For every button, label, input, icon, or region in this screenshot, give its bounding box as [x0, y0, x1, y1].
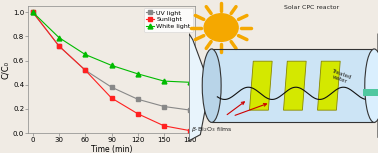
Polygon shape [284, 61, 306, 110]
Legend: UV light, Sunlight, White light: UV light, Sunlight, White light [144, 8, 193, 32]
Text: Solar CPC reactor: Solar CPC reactor [284, 5, 339, 10]
Polygon shape [249, 61, 272, 110]
UV light [31, 11, 35, 13]
Sunlight [83, 69, 88, 71]
Sunlight [162, 125, 166, 127]
Polygon shape [212, 49, 374, 122]
Sunlight [31, 11, 35, 13]
Polygon shape [363, 89, 378, 96]
X-axis label: Time (min): Time (min) [91, 145, 132, 153]
Polygon shape [189, 34, 210, 141]
Line: White light: White light [30, 10, 193, 85]
White light [109, 64, 114, 66]
UV light [57, 45, 61, 47]
Polygon shape [376, 34, 378, 138]
Circle shape [204, 14, 238, 41]
UV light [162, 106, 166, 107]
Line: Sunlight: Sunlight [31, 10, 192, 133]
White light [188, 81, 192, 83]
Line: UV light: UV light [31, 10, 192, 112]
White light [57, 37, 61, 39]
Ellipse shape [365, 49, 378, 122]
White light [83, 54, 88, 55]
Sunlight [188, 130, 192, 132]
Ellipse shape [202, 49, 221, 122]
Text: Treated
water: Treated water [329, 68, 352, 85]
Text: $\beta$-Bi$_2$O$_3$ films: $\beta$-Bi$_2$O$_3$ films [191, 125, 233, 134]
UV light [188, 109, 192, 111]
White light [135, 73, 140, 75]
White light [162, 80, 166, 82]
White light [31, 11, 35, 13]
Y-axis label: C/C₀: C/C₀ [1, 61, 10, 79]
UV light [109, 86, 114, 88]
Sunlight [135, 113, 140, 115]
Sunlight [57, 45, 61, 47]
UV light [83, 69, 88, 71]
Polygon shape [318, 61, 340, 110]
UV light [135, 98, 140, 100]
Sunlight [109, 97, 114, 99]
